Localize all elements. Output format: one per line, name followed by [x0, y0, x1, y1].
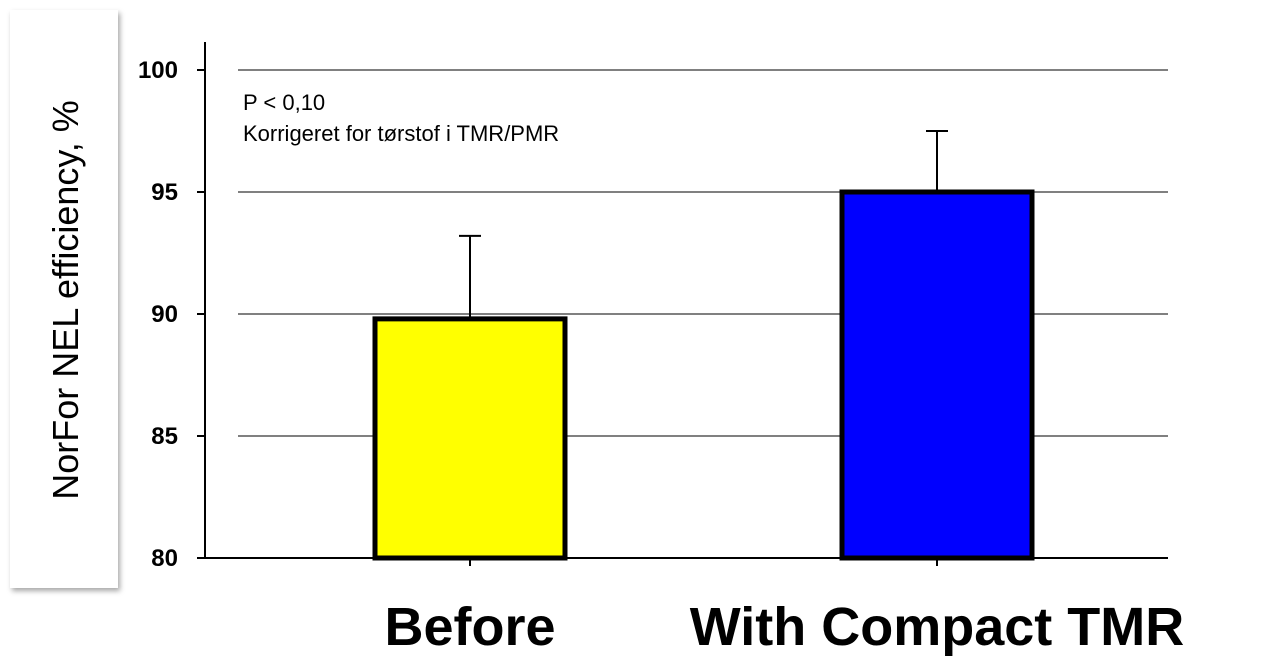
y-tick-label: 90 — [151, 301, 178, 328]
x-category-label: With Compact TMR — [690, 597, 1184, 657]
y-axis-label-box — [10, 10, 118, 588]
y-tick-label: 95 — [151, 179, 178, 206]
bar-before — [372, 316, 568, 561]
bars — [372, 130, 1035, 561]
annotation-note: Korrigeret for tørstof i TMR/PMR — [243, 121, 559, 146]
x-category-label: Before — [384, 597, 555, 657]
annotation-p-value: P < 0,10 — [243, 90, 325, 115]
y-tick-label: 85 — [151, 423, 178, 450]
y-tick-label: 80 — [151, 545, 178, 572]
axes: 80 85 90 95 100 Before With Compact TMR — [138, 42, 1184, 657]
y-axis-label: NorFor NEL efficiency, % — [45, 100, 86, 499]
y-tick-label: 100 — [138, 57, 178, 84]
bar-with-compact-tmr — [839, 189, 1035, 561]
